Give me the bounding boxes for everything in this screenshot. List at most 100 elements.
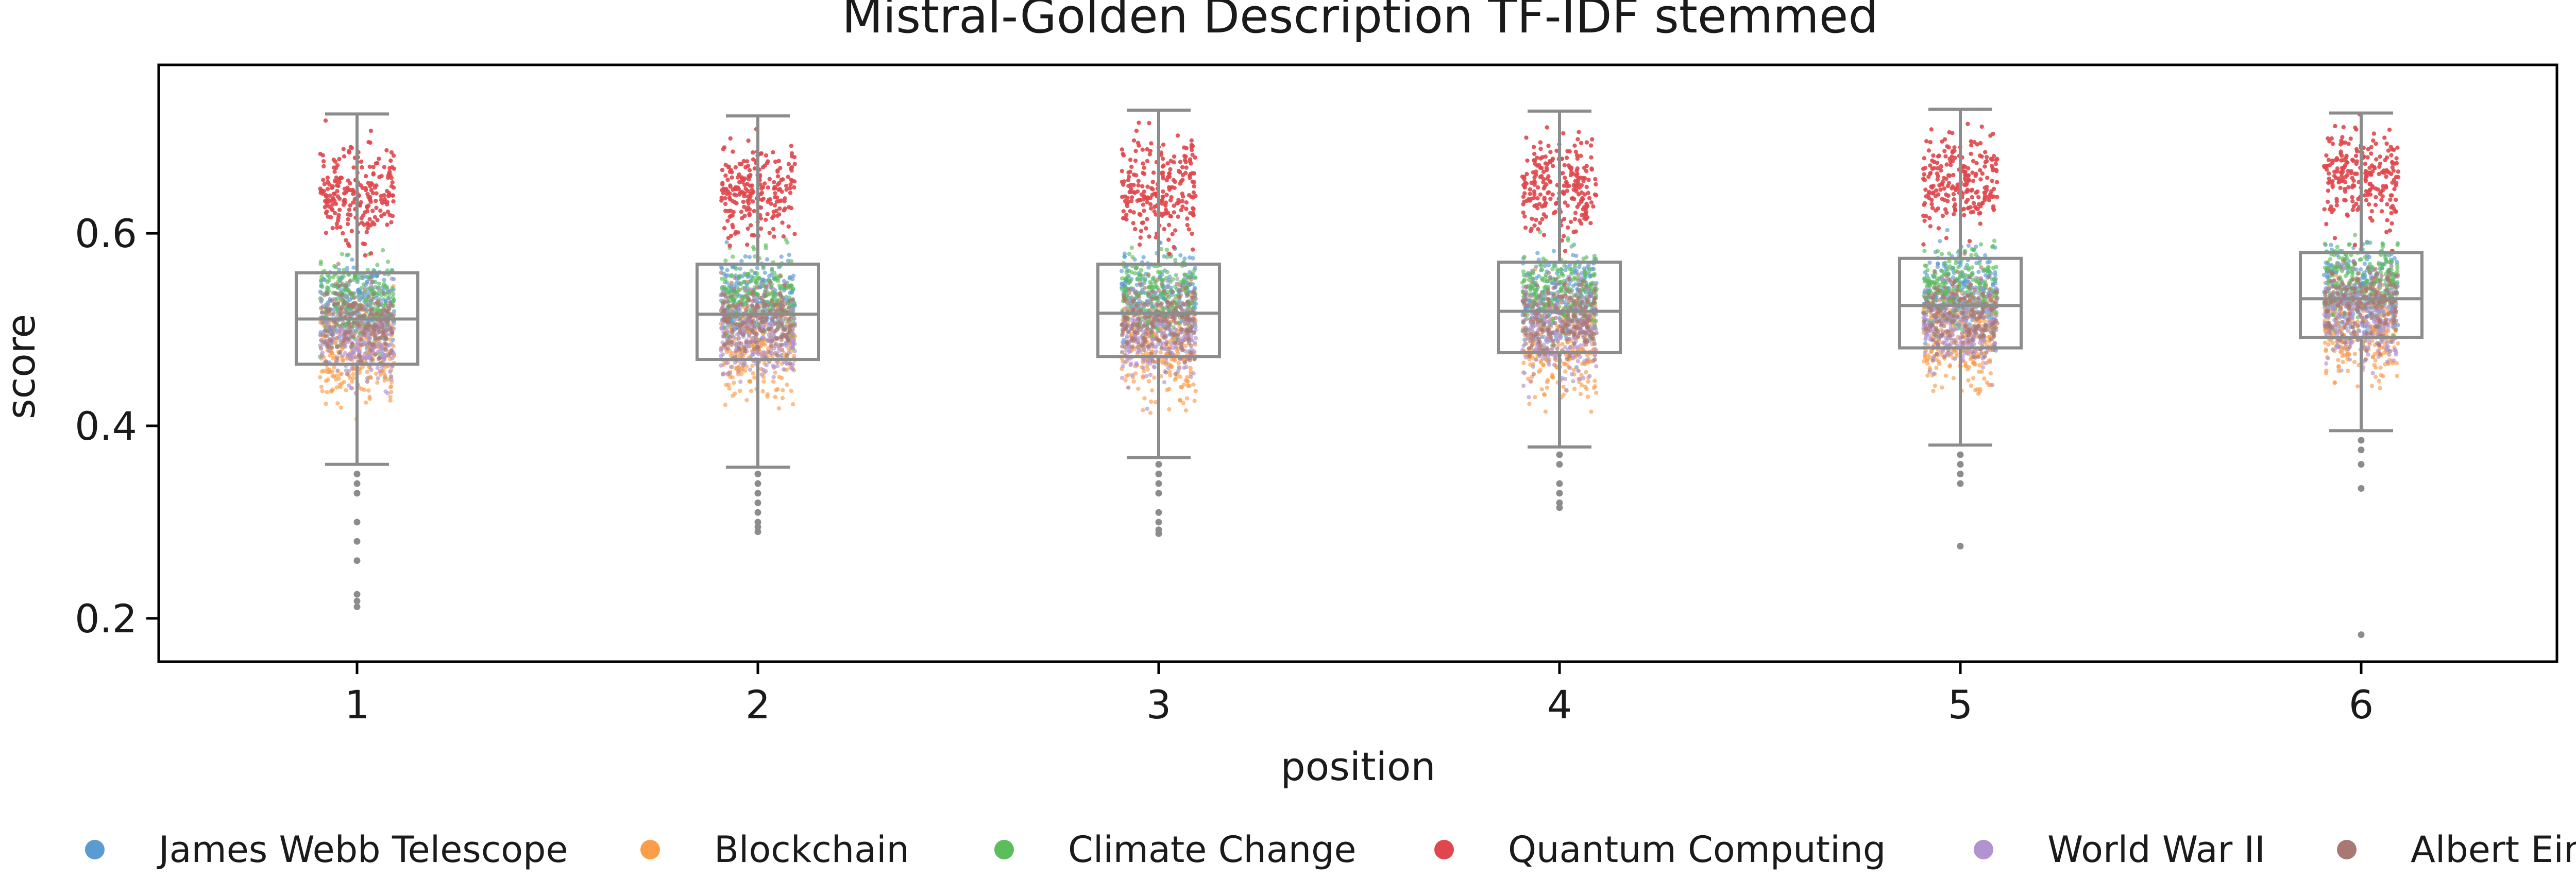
strip-point	[1162, 227, 1166, 232]
strip-point	[1141, 202, 1146, 207]
strip-point	[385, 222, 389, 227]
strip-point	[1173, 371, 1178, 376]
strip-point	[771, 150, 775, 154]
strip-point	[1187, 227, 1191, 232]
strip-point	[761, 379, 766, 384]
strip-point	[371, 326, 376, 331]
strip-point	[747, 334, 751, 338]
strip-point	[721, 318, 726, 322]
strip-point	[1182, 321, 1188, 326]
strip-point	[746, 201, 751, 205]
strip-point	[748, 379, 753, 384]
strip-point	[387, 213, 392, 217]
strip-point	[348, 354, 353, 359]
strip-point	[1175, 277, 1180, 282]
strip-point	[368, 128, 374, 133]
strip-point	[1541, 256, 1546, 261]
strip-point	[1128, 169, 1132, 174]
strip-point	[773, 191, 777, 196]
strip-point	[1193, 321, 1198, 326]
strip-point	[753, 308, 757, 314]
strip-point	[1164, 370, 1168, 375]
strip-point	[1588, 281, 1593, 286]
strip-point	[335, 355, 340, 360]
strip-point	[1578, 391, 1583, 396]
strip-point	[330, 345, 334, 350]
strip-point	[779, 324, 785, 329]
strip-point	[725, 177, 730, 182]
strip-point	[1586, 178, 1591, 182]
strip-point	[366, 295, 371, 299]
strip-point	[792, 323, 797, 328]
strip-point	[341, 231, 345, 236]
strip-point	[391, 185, 396, 190]
strip-point	[346, 212, 350, 217]
strip-point	[383, 374, 388, 378]
strip-point	[1180, 192, 1184, 196]
strip-point	[391, 199, 396, 204]
strip-point	[335, 189, 340, 194]
strip-point	[338, 342, 343, 348]
strip-point	[782, 333, 786, 338]
strip-point	[783, 327, 787, 332]
strip-point	[739, 371, 744, 376]
strip-point	[1572, 275, 1577, 280]
strip-point	[383, 347, 388, 352]
strip-point	[750, 199, 755, 204]
strip-point	[365, 370, 369, 374]
strip-point	[323, 333, 328, 338]
strip-point	[1193, 275, 1198, 280]
strip-point	[319, 278, 324, 283]
strip-point	[736, 302, 740, 307]
strip-point	[346, 217, 350, 221]
strip-point	[1183, 408, 1189, 413]
strip-point	[747, 298, 752, 303]
strip-point	[356, 287, 361, 292]
strip-point	[1574, 153, 1580, 158]
strip-point	[1167, 407, 1172, 412]
strip-point	[743, 286, 748, 291]
strip-point	[1539, 174, 1544, 179]
strip-point	[746, 139, 751, 143]
strip-point	[787, 305, 791, 310]
strip-point	[1120, 333, 1125, 337]
strip-point	[1133, 149, 1138, 153]
strip-point	[388, 158, 393, 163]
strip-point	[1141, 220, 1145, 225]
strip-point	[779, 342, 785, 347]
strip-point	[1183, 279, 1188, 284]
strip-point	[745, 304, 750, 308]
strip-point	[752, 209, 756, 214]
strip-point	[1592, 378, 1597, 383]
strip-point	[1179, 385, 1184, 390]
strip-point	[335, 344, 340, 349]
strip-point	[1150, 180, 1155, 184]
strip-point	[724, 361, 729, 366]
strip-point	[349, 146, 354, 150]
strip-point	[722, 343, 727, 348]
strip-point	[1566, 282, 1571, 287]
strip-point	[1136, 386, 1141, 391]
strip-point	[1139, 268, 1144, 272]
strip-point	[1159, 346, 1164, 351]
strip-point	[1129, 270, 1134, 275]
strip-point	[737, 192, 742, 197]
strip-point	[1131, 298, 1136, 303]
strip-point	[1147, 120, 1151, 126]
strip-point	[1590, 273, 1595, 278]
strip-point	[1120, 282, 1125, 286]
strip-point	[336, 262, 341, 266]
strip-point	[1154, 349, 1159, 354]
strip-point	[367, 164, 372, 169]
strip-point	[1193, 336, 1198, 340]
strip-point	[1154, 296, 1159, 300]
strip-point	[366, 291, 371, 296]
strip-point	[1191, 206, 1195, 211]
strip-point	[338, 225, 343, 230]
strip-point	[1170, 232, 1175, 236]
strip-point	[1120, 276, 1125, 281]
strip-point	[331, 310, 336, 316]
strip-point	[1127, 279, 1132, 283]
strip-point	[333, 211, 337, 215]
strip-point	[720, 352, 725, 357]
